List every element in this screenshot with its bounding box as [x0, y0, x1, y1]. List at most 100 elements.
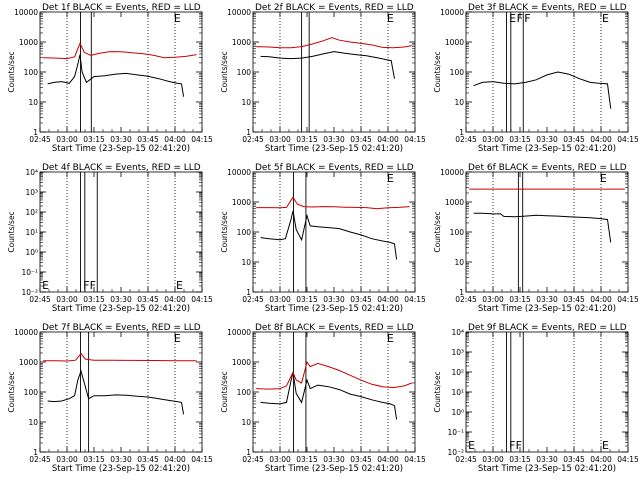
event-marker-f: F	[524, 12, 530, 25]
x-tick-label: 04:15	[404, 135, 426, 144]
y-tick-label: 10	[28, 418, 38, 427]
y-tick-label: 10000	[440, 8, 464, 17]
x-tick-label: 04:15	[404, 295, 426, 304]
detector-panel-2: Det 2f BLACK = Events, RED = LLD 1 10 100 10…	[220, 3, 426, 154]
y-tick-label: 10⁰	[25, 248, 38, 257]
y-axis-label: Counts/sec	[433, 371, 442, 412]
x-tick-label: 04:15	[617, 135, 639, 144]
events-series	[260, 372, 398, 420]
y-tick-label: 10000	[227, 168, 251, 177]
x-tick-label: 03:45	[137, 135, 159, 144]
x-tick-label: 03:45	[563, 295, 585, 304]
y-tick-label: 10³	[25, 188, 38, 197]
lld-series	[43, 352, 197, 362]
event-marker-e: E	[602, 439, 609, 452]
y-tick-label: 1000	[445, 38, 464, 47]
x-tick-label: 04:15	[617, 295, 639, 304]
y-tick-label: 10⁴	[451, 328, 464, 337]
x-tick-label: 03:15	[83, 135, 105, 144]
detector-panel-3: Det 3f BLACK = Events, RED = LLD 1 10 100 10…	[433, 3, 639, 154]
x-tick-label: 02:45	[455, 455, 477, 464]
lld-series	[256, 360, 412, 390]
event-marker-e: E	[600, 172, 607, 185]
event-marker-e: E	[174, 12, 181, 25]
y-axis-label: Counts/sec	[433, 51, 442, 92]
y-tick-label: 10000	[14, 8, 38, 17]
x-tick-label: 04:00	[590, 455, 612, 464]
x-tick-label: 04:15	[404, 455, 426, 464]
x-tick-label: 03:00	[56, 455, 78, 464]
x-axis-label: Start Time (23-Sep-15 02:41:20)	[265, 304, 403, 314]
event-marker-e: E	[174, 332, 181, 345]
y-tick-label: 10⁻¹	[21, 268, 38, 277]
x-tick-label: 03:00	[56, 295, 78, 304]
y-axis-label: Counts/sec	[7, 371, 16, 412]
x-tick-label: 03:30	[110, 455, 132, 464]
x-tick-label: 03:00	[269, 295, 291, 304]
x-tick-label: 02:45	[29, 135, 51, 144]
y-tick-label: 10	[28, 98, 38, 107]
x-tick-label: 04:00	[590, 295, 612, 304]
event-marker-f: F	[517, 12, 523, 25]
y-tick-label: 1000	[19, 358, 38, 367]
plot-frame	[39, 11, 203, 133]
x-tick-label: 03:15	[509, 135, 531, 144]
x-axis-label: Start Time (23-Sep-15 02:41:20)	[52, 144, 190, 154]
y-axis-label: Counts/sec	[433, 211, 442, 252]
y-tick-label: 100	[237, 68, 252, 77]
plot-frame	[252, 171, 416, 293]
x-tick-label: 03:15	[509, 295, 531, 304]
x-tick-label: 03:30	[110, 295, 132, 304]
y-tick-label: 1	[33, 128, 38, 137]
y-tick-label: 1	[246, 128, 251, 137]
y-tick-label: 1	[246, 448, 251, 457]
y-tick-label: 1000	[232, 358, 251, 367]
x-axis-label: Start Time (23-Sep-15 02:41:20)	[52, 304, 190, 314]
x-axis-label: Start Time (23-Sep-15 02:41:20)	[478, 304, 616, 314]
panel-title: Det 5f BLACK = Events, RED = LLD	[255, 163, 414, 173]
x-tick-label: 03:00	[482, 135, 504, 144]
x-tick-label: 02:45	[455, 135, 477, 144]
x-tick-label: 03:30	[323, 295, 345, 304]
y-tick-label: 10²	[25, 208, 38, 217]
x-tick-label: 03:45	[563, 135, 585, 144]
y-tick-label: 1	[459, 128, 464, 137]
y-tick-label: 10	[241, 98, 251, 107]
x-axis-label: Start Time (23-Sep-15 02:41:20)	[265, 464, 403, 474]
detector-panel-9: Det 9f BLACK = Events, RED = LLD 10⁻² 10⁻¹…	[433, 323, 639, 474]
plot-frame	[465, 331, 629, 453]
plot-frame	[465, 171, 629, 293]
x-tick-label: 03:30	[536, 135, 558, 144]
y-tick-label: 10	[241, 418, 251, 427]
x-tick-label: 03:45	[137, 295, 159, 304]
y-tick-label: 1000	[232, 198, 251, 207]
x-tick-label: 03:15	[296, 455, 318, 464]
x-tick-label: 03:00	[482, 455, 504, 464]
y-tick-label: 10¹	[25, 228, 38, 237]
plot-frame	[39, 331, 203, 453]
x-tick-label: 03:45	[350, 295, 372, 304]
x-tick-label: 04:00	[377, 455, 399, 464]
x-tick-label: 04:00	[590, 135, 612, 144]
detector-panel-5: Det 5f BLACK = Events, RED = LLD 1 10 100 10…	[220, 163, 426, 314]
y-tick-label: 10	[241, 258, 251, 267]
x-tick-label: 03:00	[269, 455, 291, 464]
panel-title: Det 3f BLACK = Events, RED = LLD	[468, 3, 627, 13]
x-tick-label: 02:45	[29, 295, 51, 304]
x-tick-label: 03:30	[323, 455, 345, 464]
events-series	[473, 212, 612, 243]
y-tick-label: 1000	[232, 38, 251, 47]
x-tick-label: 03:45	[563, 455, 585, 464]
detector-panel-6: Det 6f BLACK = Events, RED = LLD 1 10 100 10…	[433, 163, 639, 314]
y-tick-label: 100	[24, 388, 39, 397]
x-tick-label: 03:45	[350, 135, 372, 144]
panel-title: Det 1f BLACK = Events, RED = LLD	[42, 3, 201, 13]
x-tick-label: 04:15	[191, 455, 213, 464]
y-tick-label: 100	[450, 68, 465, 77]
x-tick-label: 04:00	[164, 295, 186, 304]
y-tick-label: 10000	[14, 328, 38, 337]
y-tick-label: 10⁻²	[21, 288, 38, 297]
x-tick-label: 04:15	[191, 295, 213, 304]
